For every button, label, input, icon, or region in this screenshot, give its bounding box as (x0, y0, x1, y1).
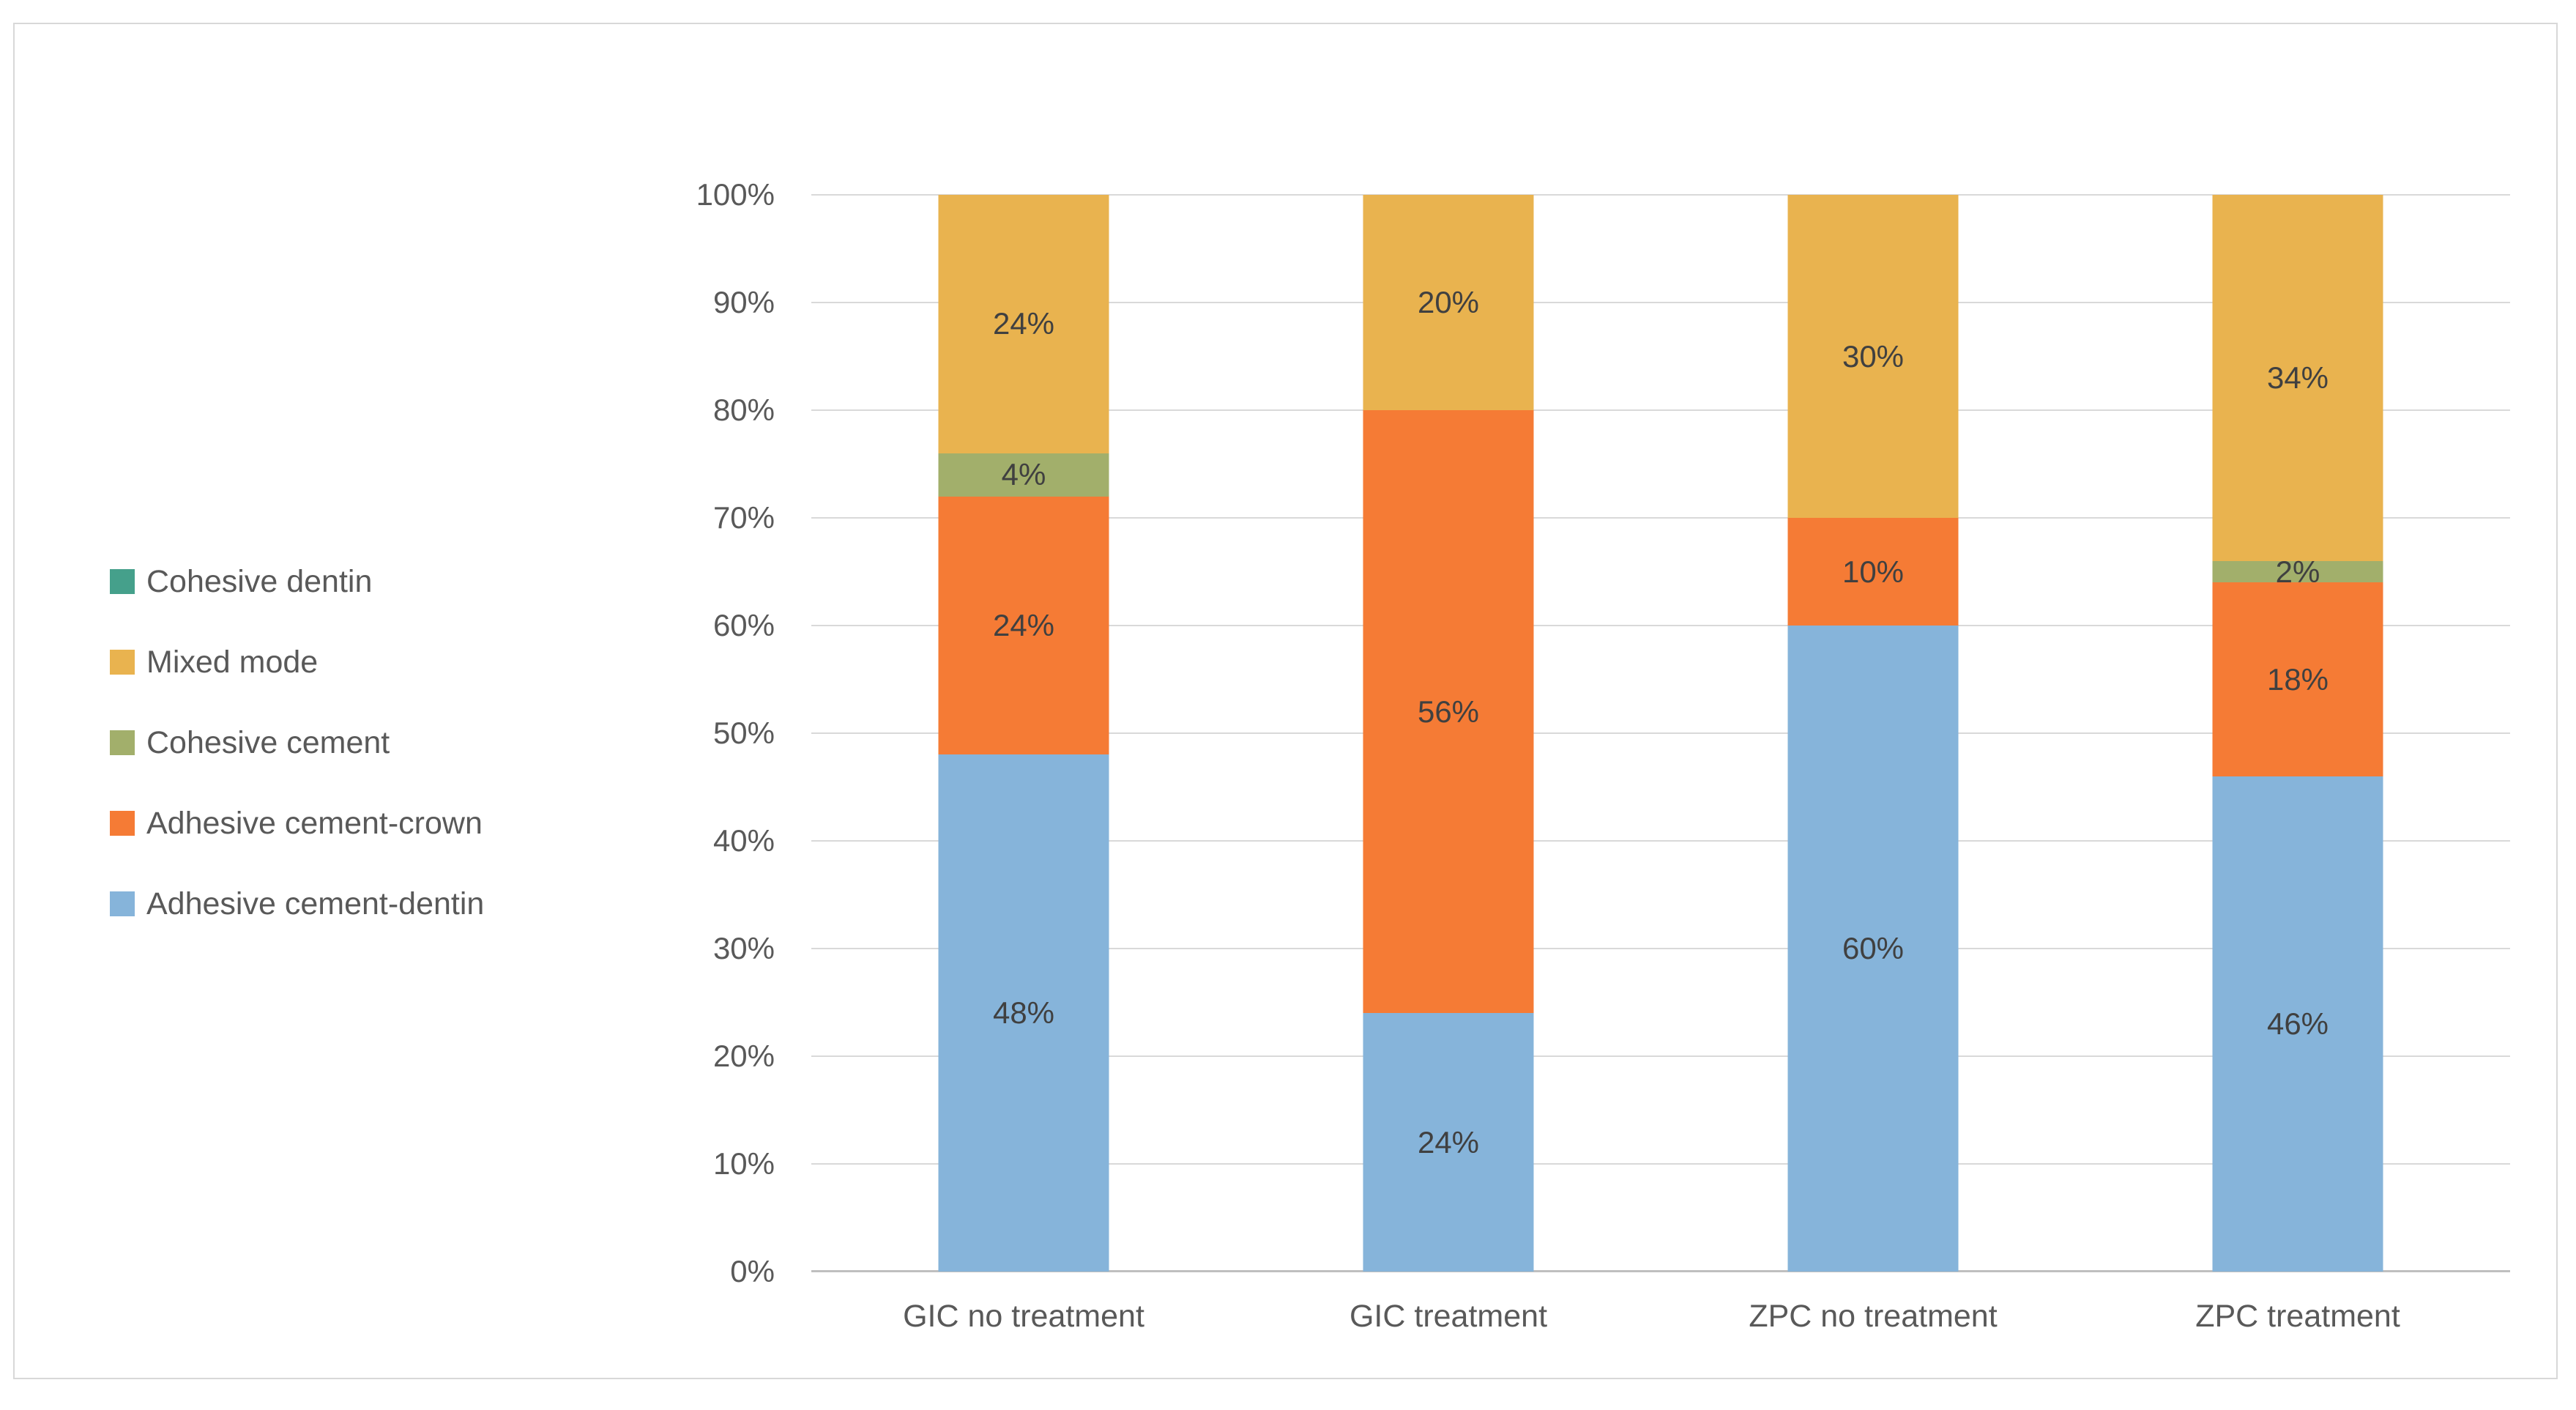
bar-segment: 24% (1363, 1013, 1534, 1272)
data-label: 48% (992, 995, 1055, 1031)
y-axis: 0% 10% 20% 30% 40% 50% 60% 70% 80% 90% 100% (0, 179, 775, 1287)
legend-item: Adhesive cement-crown (110, 807, 484, 839)
x-category-label: GIC no treatment (903, 1299, 1144, 1334)
gridline (811, 194, 2510, 196)
legend-label: Adhesive cement-crown (146, 805, 483, 841)
gridline (811, 302, 2510, 303)
category-slot: 24% 56% 20% (1236, 195, 1661, 1272)
y-tick-label: 50% (712, 716, 775, 750)
data-label: 24% (1417, 1124, 1480, 1159)
legend-swatch (110, 811, 135, 836)
y-tick-label: 20% (712, 1039, 775, 1073)
bar-segment: 46% (2212, 776, 2383, 1272)
y-tick-label: 80% (712, 393, 775, 427)
gridline (811, 1163, 2510, 1165)
y-tick-label: 60% (712, 608, 775, 642)
data-label: 34% (2266, 360, 2329, 395)
category-slot: 46% 18% 2% 34% (2085, 195, 2510, 1272)
legend-item: Cohesive dentin (110, 565, 484, 598)
y-tick-label: 30% (712, 931, 775, 965)
legend-item: Adhesive cement-dentin (110, 888, 484, 920)
plot-area: 48% 24% 4% 24% 24% 56% 20% 60% 10% 30% 46% 18% 2% 34% (811, 194, 2510, 1272)
legend-label: Mixed mode (146, 644, 319, 680)
bar-segment: 24% (938, 496, 1109, 755)
y-tick-label: 0% (730, 1254, 775, 1288)
legend-swatch (110, 891, 135, 916)
chart-border (13, 23, 2558, 1379)
stacked-bar: 24% 56% 20% (1363, 195, 1534, 1272)
legend-label: Cohesive cement (146, 724, 390, 760)
bar-segment: 48% (938, 754, 1109, 1272)
gridline (811, 517, 2510, 519)
stacked-bar: 46% 18% 2% 34% (2212, 195, 2383, 1272)
gridline (811, 625, 2510, 626)
legend: Cohesive dentin Mixed mode Cohesive cement… (110, 565, 484, 968)
gridline (811, 948, 2510, 949)
x-axis: GIC no treatment GIC treatment ZPC no trea… (811, 1298, 2510, 1336)
bar-segment: 60% (1787, 626, 1959, 1272)
y-tick-label: 70% (712, 500, 775, 535)
bar-segment: 24% (938, 195, 1109, 453)
legend-swatch (110, 569, 135, 594)
data-label: 24% (992, 608, 1055, 642)
x-category-label: ZPC no treatment (1749, 1299, 1998, 1334)
legend-item: Cohesive cement (110, 727, 484, 759)
data-label: 60% (1842, 931, 1905, 965)
bar-segment: 10% (1787, 518, 1959, 626)
bar-segment: 4% (938, 453, 1109, 497)
y-tick-label: 10% (712, 1146, 775, 1181)
bar-segment: 2% (2212, 556, 2383, 587)
gridline (811, 732, 2510, 734)
legend-item: Mixed mode (110, 646, 484, 678)
y-tick-label: 90% (712, 285, 775, 319)
data-label: 24% (992, 306, 1055, 341)
data-label: 2% (2275, 554, 2320, 589)
gridline (811, 1055, 2510, 1057)
legend-label: Adhesive cement-dentin (146, 886, 485, 921)
data-label: 20% (1417, 285, 1480, 320)
x-category-label: ZPC treatment (2195, 1299, 2400, 1334)
data-label: 4% (1001, 457, 1046, 492)
data-label: 18% (2266, 661, 2329, 697)
bar-segment: 20% (1363, 195, 1534, 411)
category-slot: 48% 24% 4% 24% (811, 195, 1236, 1272)
legend-swatch (110, 650, 135, 675)
bar-segment: 18% (2212, 582, 2383, 776)
x-axis-line (811, 1270, 2510, 1272)
legend-swatch (110, 730, 135, 755)
gridline (811, 409, 2510, 411)
y-tick-label: 100% (696, 177, 775, 212)
stacked-bar: 48% 24% 4% 24% (938, 195, 1109, 1272)
data-label: 56% (1417, 694, 1480, 729)
data-label: 46% (2266, 1006, 2329, 1041)
legend-label: Cohesive dentin (146, 563, 373, 599)
data-label: 10% (1842, 554, 1905, 589)
y-tick-label: 40% (712, 823, 775, 858)
bar-segment: 34% (2212, 195, 2383, 561)
data-label: 30% (1842, 338, 1905, 374)
gridline (811, 840, 2510, 842)
bar-segment: 30% (1787, 195, 1959, 518)
stacked-bar: 60% 10% 30% (1787, 195, 1959, 1272)
bar-segment: 56% (1363, 410, 1534, 1014)
x-category-label: GIC treatment (1349, 1299, 1548, 1334)
category-slot: 60% 10% 30% (1661, 195, 2085, 1272)
